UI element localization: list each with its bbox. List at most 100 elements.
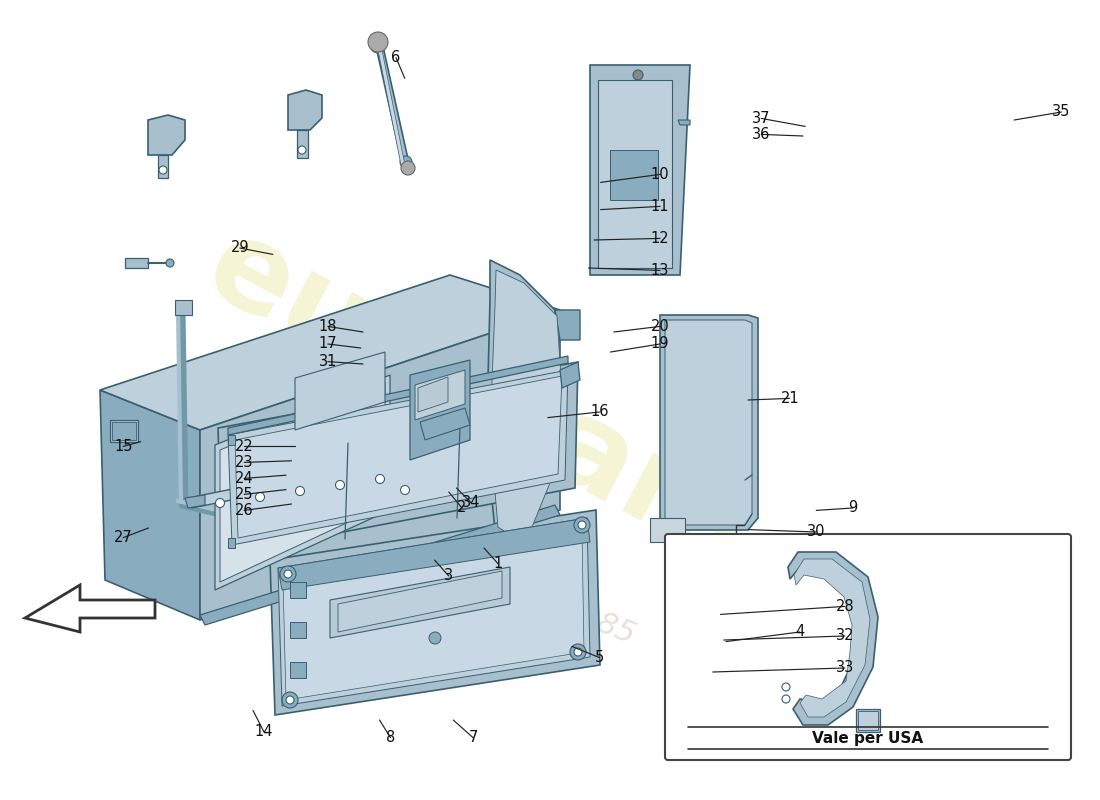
Polygon shape <box>377 45 405 165</box>
Text: 17: 17 <box>319 337 337 351</box>
Polygon shape <box>110 420 138 442</box>
Polygon shape <box>278 518 590 706</box>
FancyBboxPatch shape <box>666 534 1071 760</box>
Circle shape <box>400 156 412 168</box>
Circle shape <box>284 570 292 578</box>
Polygon shape <box>415 370 465 420</box>
Polygon shape <box>283 530 584 700</box>
Text: a passion for parts since 1985: a passion for parts since 1985 <box>201 450 639 650</box>
Polygon shape <box>338 571 502 632</box>
Circle shape <box>160 166 167 174</box>
Text: 6: 6 <box>392 50 400 65</box>
Circle shape <box>782 683 790 691</box>
Text: 8: 8 <box>386 730 395 745</box>
Polygon shape <box>418 377 448 412</box>
Text: 37: 37 <box>752 111 770 126</box>
Text: 35: 35 <box>1053 105 1070 119</box>
Polygon shape <box>228 370 568 545</box>
Polygon shape <box>492 270 562 536</box>
Circle shape <box>782 695 790 703</box>
Polygon shape <box>666 320 752 525</box>
Text: 1: 1 <box>494 557 503 571</box>
Text: 7: 7 <box>469 730 477 745</box>
Polygon shape <box>288 90 322 130</box>
Polygon shape <box>610 150 658 200</box>
Polygon shape <box>290 662 306 678</box>
Text: Vale per USA: Vale per USA <box>813 731 924 746</box>
Text: 31: 31 <box>319 354 337 369</box>
Circle shape <box>298 146 306 154</box>
Text: 27: 27 <box>113 530 133 545</box>
Circle shape <box>282 692 298 708</box>
Text: 3: 3 <box>444 569 453 583</box>
Polygon shape <box>794 559 870 717</box>
Polygon shape <box>590 65 690 275</box>
Circle shape <box>255 493 264 502</box>
Polygon shape <box>214 375 390 590</box>
Polygon shape <box>235 376 562 538</box>
Text: 26: 26 <box>235 503 253 518</box>
Text: 11: 11 <box>651 199 669 214</box>
Circle shape <box>570 644 586 660</box>
Circle shape <box>296 486 305 495</box>
Text: 25: 25 <box>235 487 253 502</box>
Circle shape <box>166 259 174 267</box>
Text: 21: 21 <box>781 391 799 406</box>
Polygon shape <box>278 518 590 590</box>
Polygon shape <box>270 510 600 715</box>
Polygon shape <box>678 120 690 125</box>
Circle shape <box>574 648 582 656</box>
Polygon shape <box>650 518 685 542</box>
Text: 34: 34 <box>462 495 480 510</box>
Polygon shape <box>112 422 136 440</box>
Polygon shape <box>598 80 672 268</box>
Text: 10: 10 <box>651 167 669 182</box>
Text: 28: 28 <box>836 599 854 614</box>
Text: eurocars: eurocars <box>187 207 773 593</box>
Polygon shape <box>410 360 470 460</box>
Polygon shape <box>297 130 308 158</box>
Text: 13: 13 <box>651 263 669 278</box>
Text: 20: 20 <box>650 319 670 334</box>
Text: 29: 29 <box>231 241 249 255</box>
Circle shape <box>574 517 590 533</box>
Polygon shape <box>788 552 878 725</box>
Circle shape <box>370 37 386 53</box>
Text: 30: 30 <box>807 525 825 539</box>
Text: 18: 18 <box>319 319 337 334</box>
Circle shape <box>402 161 415 175</box>
Polygon shape <box>330 567 510 638</box>
Polygon shape <box>228 435 235 445</box>
Polygon shape <box>290 622 306 638</box>
Polygon shape <box>290 582 306 598</box>
Text: 15: 15 <box>114 439 132 454</box>
Polygon shape <box>228 356 568 435</box>
Circle shape <box>216 498 224 507</box>
Circle shape <box>578 521 586 529</box>
Polygon shape <box>220 382 385 582</box>
Polygon shape <box>218 362 578 555</box>
Circle shape <box>368 32 388 52</box>
Text: 4: 4 <box>795 625 804 639</box>
Circle shape <box>632 70 644 80</box>
Text: 19: 19 <box>651 337 669 351</box>
Circle shape <box>429 632 441 644</box>
Text: 36: 36 <box>752 127 770 142</box>
Polygon shape <box>856 709 880 732</box>
Polygon shape <box>188 422 565 508</box>
Polygon shape <box>125 258 148 268</box>
Polygon shape <box>148 115 185 155</box>
Circle shape <box>286 696 294 704</box>
Text: 14: 14 <box>255 725 273 739</box>
Polygon shape <box>858 711 878 730</box>
Circle shape <box>280 566 296 582</box>
Polygon shape <box>185 495 205 508</box>
Polygon shape <box>100 390 200 620</box>
Text: 23: 23 <box>235 455 253 470</box>
Text: 22: 22 <box>234 439 254 454</box>
Text: 2: 2 <box>458 501 466 515</box>
Polygon shape <box>228 538 235 548</box>
Text: 33: 33 <box>836 661 854 675</box>
Text: 12: 12 <box>651 231 669 246</box>
Polygon shape <box>175 300 192 315</box>
